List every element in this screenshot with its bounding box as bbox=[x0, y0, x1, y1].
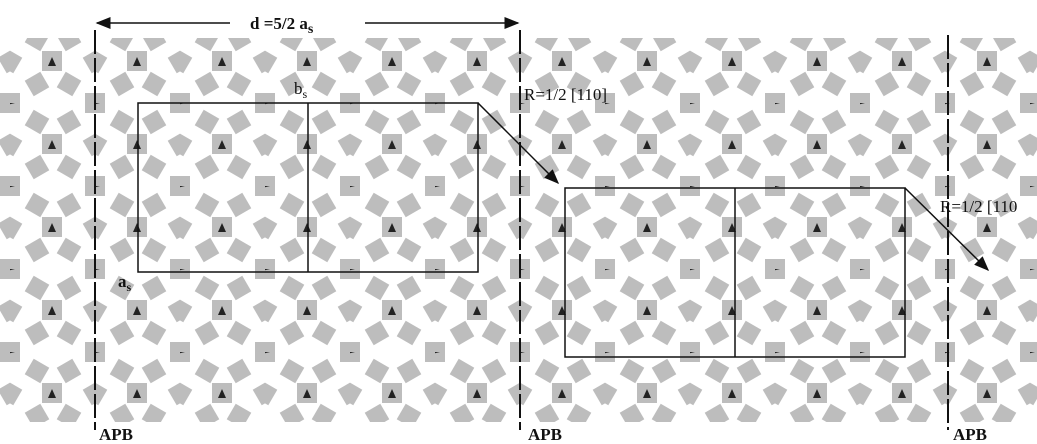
shift-label: R=1/2 [110] bbox=[524, 85, 607, 104]
tiling bbox=[0, 38, 1037, 422]
diagram: d =5/2 as bs as R=1/2 [110] R=1/2 [110 A… bbox=[0, 0, 1037, 444]
shift-label: R=1/2 [110 bbox=[940, 197, 1017, 216]
apb-label: APB bbox=[99, 425, 133, 444]
apb-label: APB bbox=[528, 425, 562, 444]
dimension-label: d =5/2 as bbox=[250, 14, 314, 37]
apb-label: APB bbox=[953, 425, 987, 444]
